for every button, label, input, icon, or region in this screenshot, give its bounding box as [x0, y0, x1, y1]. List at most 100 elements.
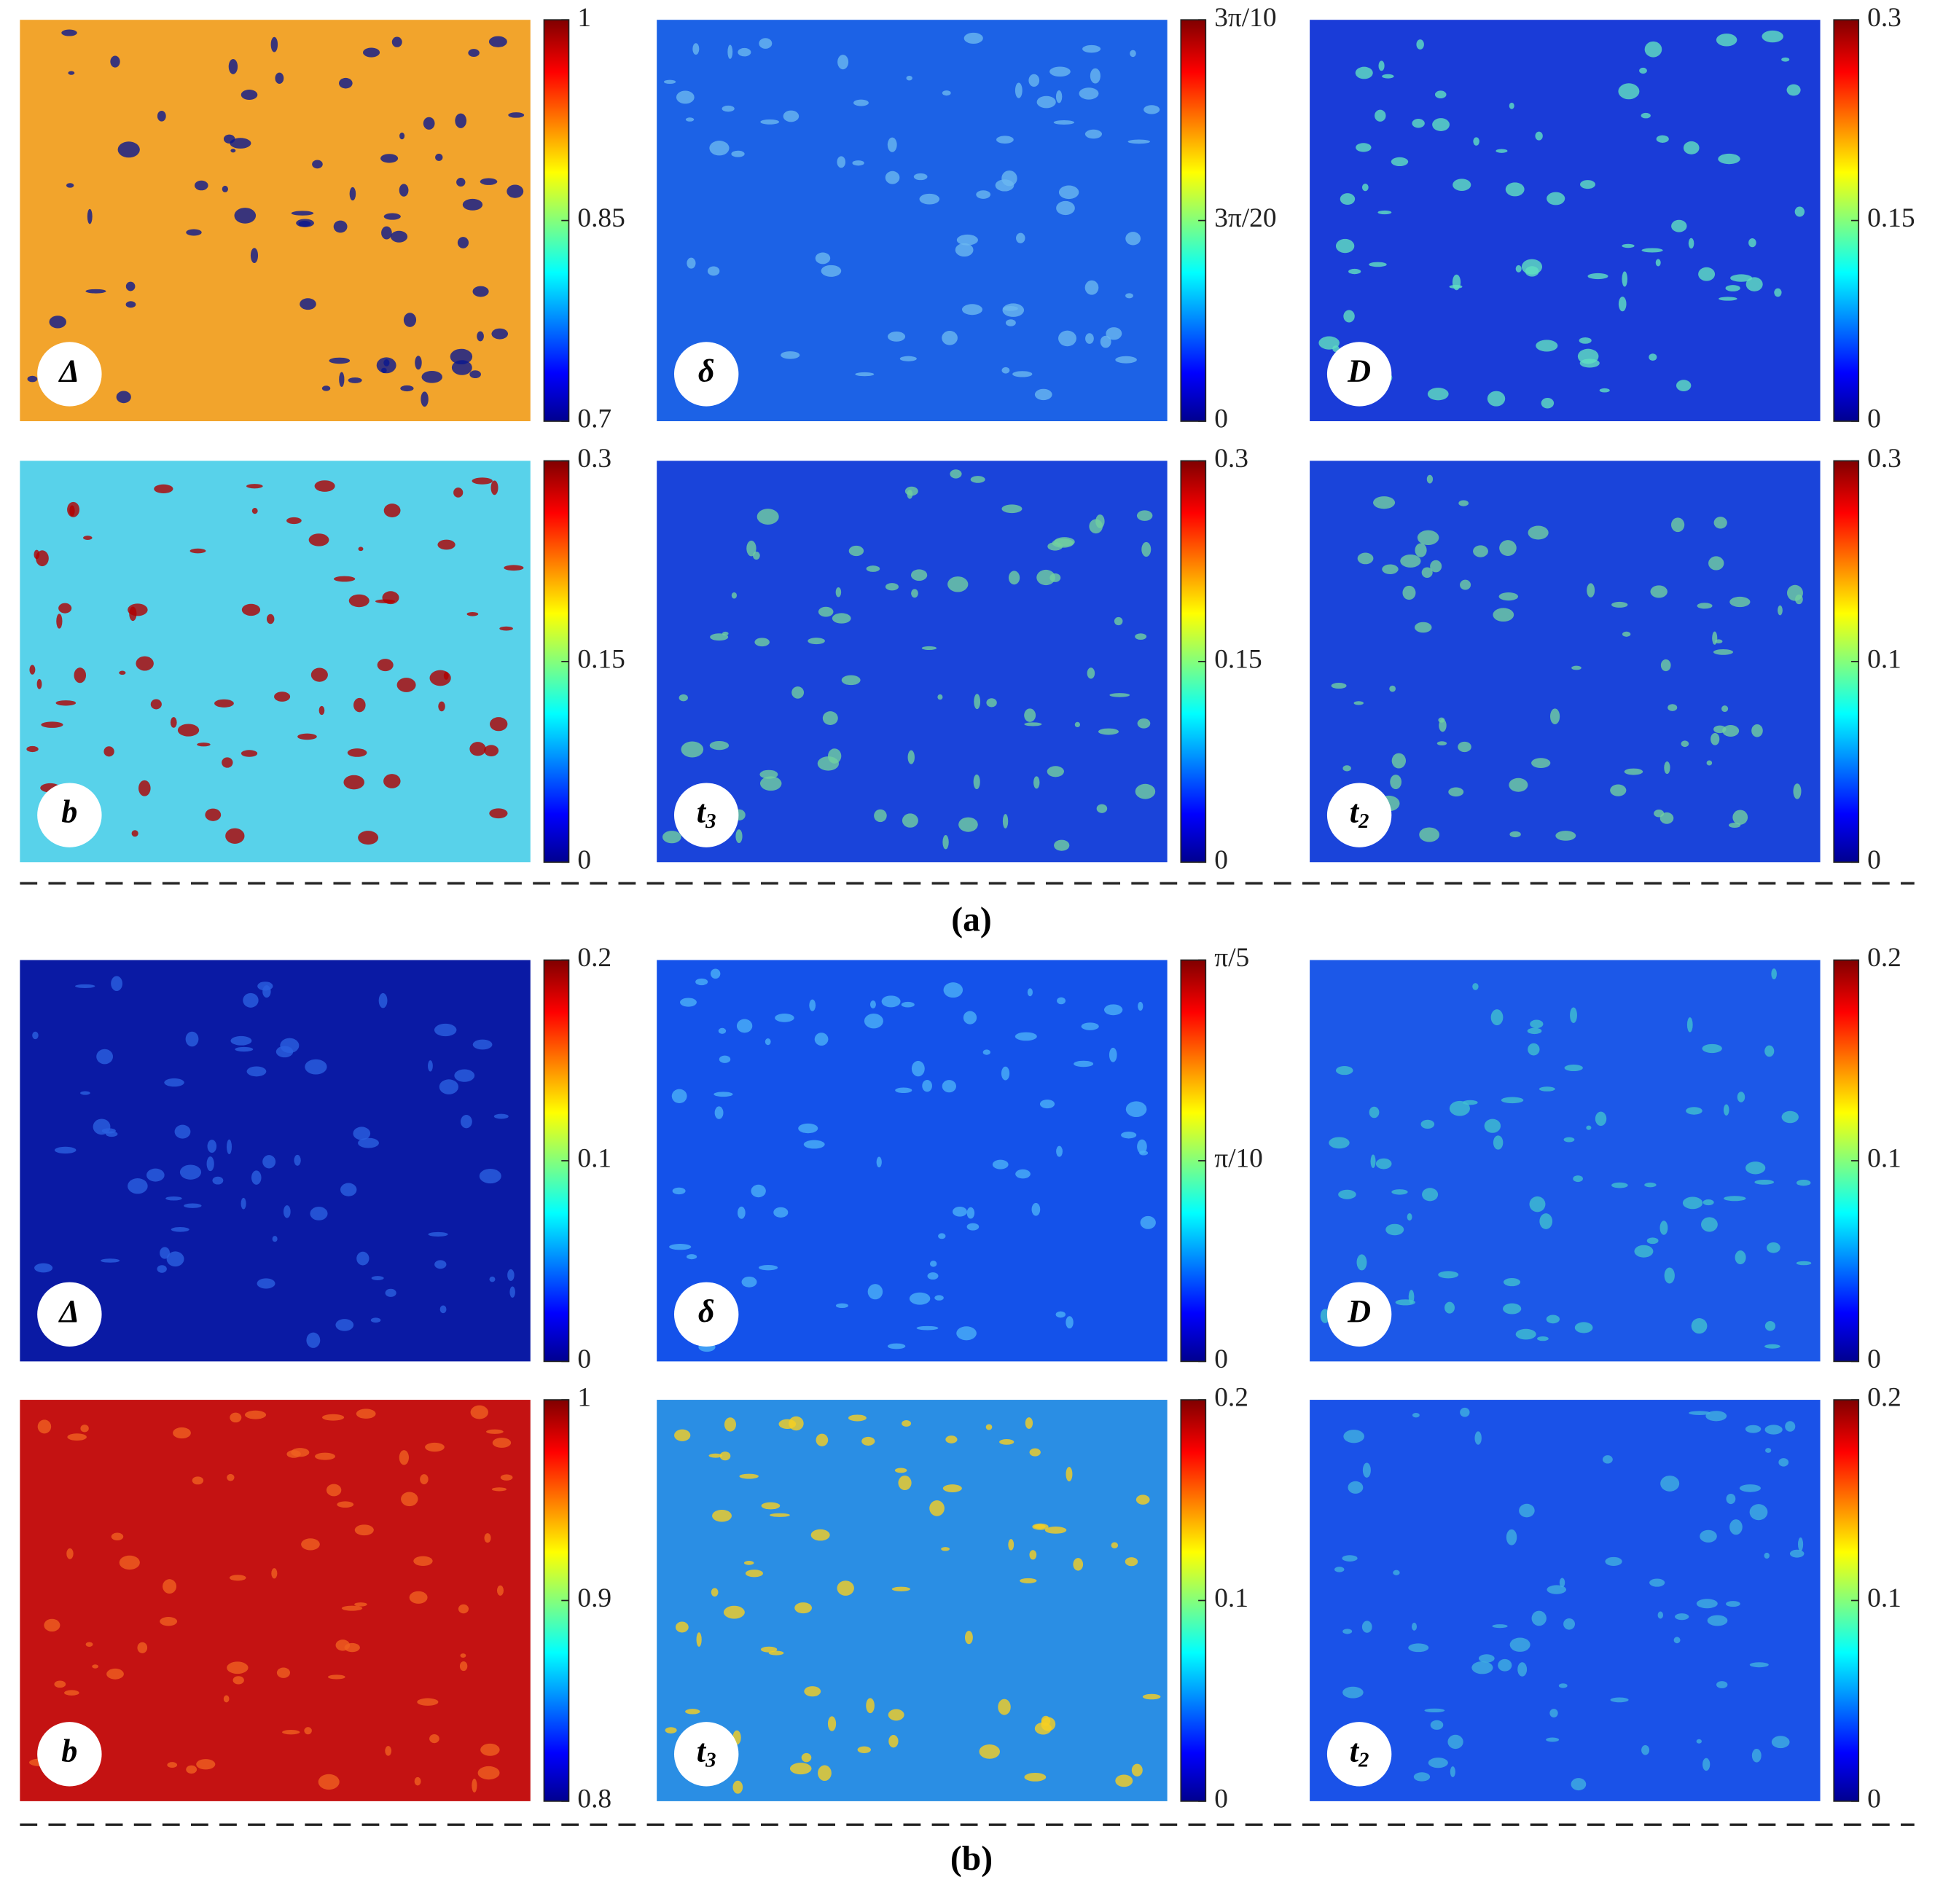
map-texture — [358, 831, 379, 845]
map-texture — [1057, 997, 1066, 1005]
map-texture — [1729, 1519, 1743, 1535]
map-texture — [1415, 543, 1427, 557]
map-texture — [1764, 1425, 1783, 1435]
map-texture — [119, 1555, 140, 1570]
map-texture — [1471, 1661, 1493, 1674]
map-texture — [1053, 120, 1075, 125]
map-texture — [489, 1276, 496, 1282]
colorbar-tick-label: 1 — [577, 1383, 591, 1413]
map-texture — [1499, 540, 1517, 556]
map-texture — [1550, 708, 1560, 725]
map-texture — [710, 633, 729, 641]
map-texture — [1416, 39, 1424, 50]
map-texture — [1605, 1556, 1622, 1566]
map-texture — [1778, 1458, 1789, 1467]
map-texture — [54, 1146, 77, 1154]
map-texture — [1125, 1101, 1147, 1118]
colorbar-tick-label: 0 — [1867, 1784, 1881, 1814]
map-texture — [1449, 1100, 1470, 1116]
map-texture — [955, 243, 974, 257]
panel-symbol: t2 — [1350, 794, 1369, 833]
map-texture — [1135, 1494, 1150, 1505]
map-texture — [507, 184, 524, 198]
map-texture — [942, 1080, 956, 1093]
map-texture — [881, 995, 901, 1008]
map-texture — [674, 1429, 691, 1441]
symbol-badge — [673, 342, 739, 407]
map-texture — [1014, 82, 1023, 98]
colorbar-tick-label: 0 — [1214, 1784, 1228, 1814]
panel-symbol: D — [1347, 353, 1371, 389]
map-texture — [1764, 1045, 1775, 1057]
map-texture — [401, 1492, 418, 1507]
map-texture — [493, 1113, 509, 1119]
map-texture — [276, 1667, 290, 1678]
map-texture — [1509, 777, 1528, 792]
map-texture — [976, 190, 991, 199]
map-texture — [1370, 1154, 1376, 1168]
map-texture — [244, 1410, 267, 1419]
map-texture — [266, 614, 275, 624]
map-texture — [1027, 988, 1033, 997]
map-texture — [128, 1178, 148, 1194]
map-texture — [1378, 60, 1385, 71]
map-texture — [227, 1139, 232, 1154]
map-texture — [262, 985, 271, 998]
map-texture — [719, 1451, 731, 1461]
map-texture — [1338, 1189, 1356, 1199]
map-texture — [438, 701, 445, 712]
map-texture — [876, 1156, 882, 1168]
map-texture — [1357, 552, 1374, 565]
map-texture — [1529, 1196, 1546, 1212]
map-texture — [731, 592, 737, 599]
map-texture — [1713, 517, 1727, 529]
map-texture — [119, 670, 126, 675]
map-texture — [1408, 1290, 1415, 1304]
map-texture — [157, 110, 166, 122]
map-texture — [257, 1278, 275, 1289]
map-texture — [681, 741, 704, 758]
map-texture — [1448, 787, 1464, 797]
map-texture — [1329, 1137, 1350, 1149]
map-texture — [174, 1124, 191, 1139]
map-texture — [934, 1295, 944, 1301]
map-texture — [294, 1154, 301, 1166]
map-texture — [835, 587, 842, 598]
map-texture — [1073, 1558, 1084, 1571]
map-texture — [707, 266, 720, 276]
colorbar-tick-label: 0.1 — [1867, 1583, 1901, 1613]
map-texture — [1649, 1578, 1665, 1587]
map-texture — [296, 219, 314, 227]
map-texture — [131, 830, 138, 837]
map-texture — [1673, 1637, 1681, 1644]
map-texture — [1382, 74, 1394, 79]
map-image — [1310, 1400, 1821, 1801]
map-texture — [714, 1092, 733, 1097]
map-image — [1310, 960, 1821, 1362]
map-texture — [1014, 1032, 1037, 1041]
map-texture — [814, 1033, 829, 1046]
map-texture — [938, 1233, 946, 1239]
map-texture — [1137, 718, 1151, 729]
map-texture — [1683, 141, 1700, 154]
map-texture — [358, 546, 364, 552]
map-texture — [425, 1442, 445, 1452]
map-texture — [685, 1709, 700, 1715]
map-texture — [170, 717, 177, 728]
map-texture — [477, 331, 484, 342]
map-texture — [1729, 596, 1751, 608]
map-texture — [1391, 753, 1407, 769]
map-texture — [472, 1779, 477, 1793]
map-texture — [956, 1326, 977, 1341]
map-texture — [1084, 280, 1099, 295]
map-texture — [348, 594, 370, 608]
map-texture — [1517, 1662, 1528, 1677]
map-texture — [761, 1502, 781, 1510]
map-texture — [68, 71, 75, 75]
map-texture — [399, 1450, 409, 1465]
map-texture — [1657, 1611, 1664, 1619]
map-texture — [798, 1123, 818, 1134]
map-texture — [956, 234, 978, 246]
map-texture — [791, 686, 805, 699]
map-texture — [1696, 1739, 1702, 1744]
